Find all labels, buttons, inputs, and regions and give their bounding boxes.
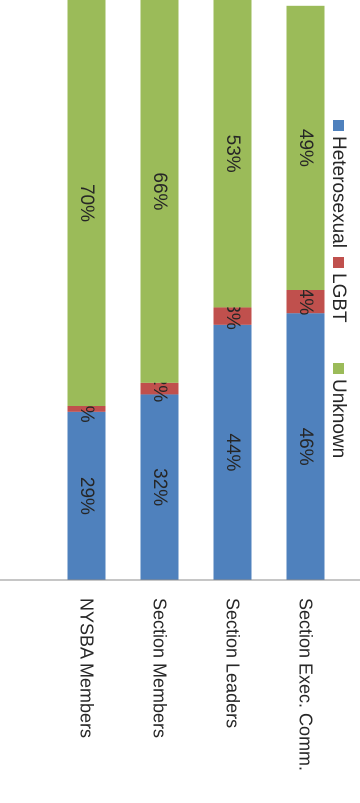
legend-label-heterosexual: Heterosexual (328, 136, 349, 248)
bar-lgbt-nysba-members (67, 406, 106, 412)
bar-heterosexual-section-members (140, 394, 179, 580)
category-labels: Section Exec. Comm. Section Leaders Sectio… (77, 598, 316, 771)
category-label-section-leaders: Section Leaders (223, 598, 243, 728)
bars: 46%4%49%44%3%53%32%2%66%29%1%70% (67, 0, 325, 580)
bar-lgbt-section-members (140, 382, 179, 395)
bar-heterosexual-nysba-members (67, 411, 106, 580)
legend-swatch-lgbt (333, 257, 344, 268)
bar-unknown-nysba-members (67, 0, 106, 406)
data-label-heterosexual-section-members: 32% (149, 468, 170, 506)
data-label-heterosexual-section-exec-comm: 46% (295, 428, 316, 466)
data-label-heterosexual-section-leaders: 44% (222, 433, 243, 471)
data-label-heterosexual-nysba-members: 29% (76, 477, 97, 515)
plot-area: Heterosexual LGBT Unknown 46% 4% 49% 44% 3% 53%… (0, 0, 360, 771)
data-label-lgbt-section-leaders: 3% (222, 302, 243, 330)
bar-unknown-section-leaders (213, 0, 252, 308)
data-label-lgbt-section-exec-comm: 4% (295, 288, 316, 316)
legend-swatch-heterosexual (333, 120, 344, 131)
legend-label-lgbt: LGBT (328, 273, 349, 323)
bar-heterosexual-section-leaders (213, 324, 252, 580)
data-label-unknown-section-members: 66% (149, 172, 170, 210)
bar-lgbt-section-leaders (213, 307, 252, 325)
legend-swatch-unknown (333, 363, 344, 374)
bar-heterosexual-section-exec-comm (286, 313, 325, 580)
legend: Heterosexual LGBT Unknown (328, 120, 349, 458)
bar-unknown-section-exec-comm (286, 5, 325, 291)
category-label-nysba-members: NYSBA Members (77, 598, 97, 738)
bar-lgbt-section-exec-comm (286, 290, 325, 314)
data-label-unknown-nysba-members: 70% (76, 184, 97, 222)
bar-unknown-section-members (140, 0, 179, 383)
category-label-section-members: Section Members (150, 598, 170, 738)
data-label-unknown-section-exec-comm: 49% (295, 129, 316, 167)
data-label-unknown-section-leaders: 53% (222, 135, 243, 173)
legend-label-unknown: Unknown (328, 379, 349, 458)
category-label-section-exec-comm: Section Exec. Comm. (296, 598, 316, 771)
